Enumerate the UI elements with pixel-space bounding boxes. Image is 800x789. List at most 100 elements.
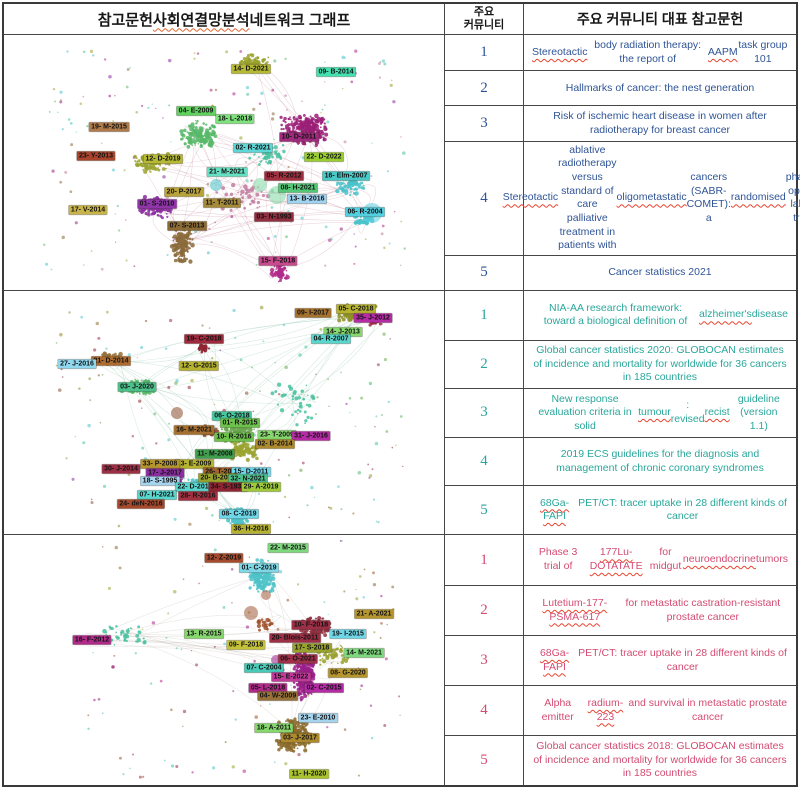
reference-title: 68Ga-FAPI PET/CT: tracer uptake in 28 di… bbox=[524, 485, 796, 534]
graph-node-label: 01- S-2010 bbox=[137, 199, 177, 209]
graph-node-label: 09- I-2017 bbox=[295, 308, 331, 318]
graph-node-label: 12- Z-2019 bbox=[204, 553, 244, 563]
graph-node-label: 20- B-2016 bbox=[198, 473, 238, 483]
graph-node-label: 02- R-2021 bbox=[233, 143, 273, 153]
reference-title: Global cancer statistics 2018: GLOBOCAN … bbox=[524, 735, 796, 785]
graph-node-label: 04- W-2009 bbox=[257, 691, 299, 701]
graph-node-label: 01- C-2019 bbox=[239, 563, 279, 573]
graph-node-label: 33- P-2008 bbox=[140, 459, 180, 469]
graph-node-label: 06- R-2004 bbox=[345, 207, 385, 217]
graph-node-label: 06- O-2021 bbox=[278, 654, 318, 664]
graph-node-label: 15- D-2011 bbox=[231, 467, 271, 477]
header-representative-references: 주요 커뮤니티 대표 참고문헌 bbox=[576, 11, 744, 27]
graph-node-label: 10- F-2018 bbox=[291, 620, 331, 630]
community-number: 2 bbox=[445, 585, 524, 635]
graph-node-label: 18- S-1995 bbox=[140, 476, 180, 486]
graph-node-label: 05- R-2012 bbox=[264, 171, 304, 181]
graph-node-label: 27- J-2016 bbox=[58, 359, 96, 369]
community-number: 4 bbox=[445, 140, 524, 255]
graph-node-label: 22- D-2022 bbox=[304, 152, 344, 162]
reference-title: Alpha emitter radium-223 and survival in… bbox=[524, 685, 796, 735]
graph-node-label: 36- H-2016 bbox=[231, 524, 271, 534]
reference-title: New response evaluation criteria in soli… bbox=[524, 388, 796, 437]
graph-node-label: 19- C-2018 bbox=[184, 334, 224, 344]
graph-node-label: 07- C-2004 bbox=[244, 663, 284, 673]
graph-node-label: 17- J-2017 bbox=[146, 468, 184, 478]
community-number: 2 bbox=[445, 70, 524, 106]
graph-node-label: 22- D-2018 bbox=[175, 482, 215, 492]
graph-node-label: 11- H-2020 bbox=[289, 769, 329, 779]
network-graph-1: 14- D-2021 09- B-2014 04- E-2009 18- L-2018… bbox=[4, 35, 445, 290]
graph-node-label: 14- D-2021 bbox=[231, 64, 271, 74]
community-number: 3 bbox=[445, 388, 524, 437]
graph-node-label: 21- A-2021 bbox=[354, 609, 394, 619]
reference-title: Cancer statistics 2021 bbox=[524, 254, 796, 290]
reference-title: Hallmarks of cancer: the nest generation bbox=[524, 70, 796, 105]
graph-node-label: 13- E-2009 bbox=[174, 459, 214, 469]
graph-node-label: 17- V-2014 bbox=[68, 205, 108, 215]
community-number: 1 bbox=[445, 535, 524, 585]
graph-node-label: 13- R-2015 bbox=[184, 629, 224, 639]
community-number: 4 bbox=[445, 685, 524, 735]
reference-title: 2019 ECS guidelines for the diagnosis an… bbox=[524, 436, 796, 486]
community-number: 5 bbox=[445, 485, 524, 534]
graph-node-label: 05- L-2018 bbox=[248, 683, 288, 693]
graph-node-label: 20- Blois-2011 bbox=[269, 633, 321, 643]
reference-title: Phase 3 trial of 177Lu-DOTATATE for midg… bbox=[538, 546, 788, 572]
graph-node-label: 03- J-2020 bbox=[118, 382, 156, 392]
reference-title: Lutetium-177-PSMA-617 for metastatic cas… bbox=[524, 585, 796, 635]
graph-node-label: 34- S-1932 bbox=[208, 482, 248, 492]
graph-node-label: 19- M-2015 bbox=[89, 122, 129, 132]
community-number: 3 bbox=[445, 635, 524, 685]
graph-node-label: 03- J-2017 bbox=[281, 733, 319, 743]
graph-node-label: 10- D-2011 bbox=[279, 132, 319, 142]
graph-node-label: 22- M-2015 bbox=[268, 543, 308, 553]
graph-node-label: 20- P-2017 bbox=[164, 187, 204, 197]
graph-node-label: 35- J-2012 bbox=[354, 313, 392, 323]
graph-node-label: 09- F-2018 bbox=[226, 640, 266, 650]
graph-node-label: 31- J-2016 bbox=[292, 431, 330, 441]
graph-node-label: 14- J-2013 bbox=[324, 327, 362, 337]
graph-node-label: 08- G-2020 bbox=[328, 668, 368, 678]
graph-node-label: 08- C-2019 bbox=[219, 509, 259, 519]
community-number: 3 bbox=[445, 105, 524, 141]
graph-node-label: 16- M-2021 bbox=[174, 425, 214, 435]
graph-node-label: 12- G-2015 bbox=[179, 361, 219, 371]
community-section-1: 14- D-2021 09- B-2014 04- E-2009 18- L-2018… bbox=[4, 35, 800, 291]
header-main-community-line2: 커뮤니티 bbox=[463, 19, 505, 31]
graph-node-label: 06- O-2018 bbox=[212, 411, 252, 421]
community-number: 5 bbox=[445, 735, 524, 785]
graph-node-label: 12- D-2019 bbox=[143, 154, 183, 164]
graph-node-label: 18- A-2011 bbox=[254, 723, 294, 733]
reference-title: Risk of ischemic heart disease in women … bbox=[524, 105, 796, 140]
reference-title: Global cancer statistics 2020: GLOBOCAN … bbox=[524, 339, 796, 389]
graph-node-label: 15- E-2022 bbox=[271, 672, 311, 682]
header-main-community-line1: 주요 bbox=[473, 6, 495, 19]
graph-node-label: 32- N-2021 bbox=[228, 474, 268, 484]
network-graph-2: 09- I-2017 05- C-2018 35- J-2012 14- J-2013… bbox=[4, 291, 445, 534]
graph-node-label: 16- F-2012 bbox=[72, 635, 112, 645]
graph-node-label: 01- R-2015 bbox=[220, 418, 260, 428]
graph-node-label: 14- M-2021 bbox=[344, 648, 384, 658]
graph-node-label: 23- T-2009 bbox=[258, 430, 296, 440]
graph-node-label: 08- H-2021 bbox=[278, 183, 318, 193]
graph-node-label: 02- B-2014 bbox=[255, 439, 295, 449]
graph-node-label: 30- J-2014 bbox=[102, 464, 140, 474]
reference-title: Stereotactic ablative radiotherapy versu… bbox=[503, 140, 800, 255]
header-main-community: 주요 커뮤니티 bbox=[445, 4, 524, 34]
community-number: 2 bbox=[445, 339, 524, 389]
graph-node-label: 11- M-2008 bbox=[195, 449, 235, 459]
graph-node-label: 21- M-2021 bbox=[207, 167, 247, 177]
community-number: 1 bbox=[445, 35, 524, 71]
graph-node-label: 11- T-2011 bbox=[203, 198, 241, 208]
graph-node-label: 26- T-2011 bbox=[203, 467, 241, 477]
graph-node-label: 04- E-2009 bbox=[176, 106, 216, 116]
graph-node-label: 16- Elm-2007 bbox=[322, 171, 370, 181]
graph-node-label: 24- deN-2016 bbox=[117, 499, 165, 509]
graph-node-label: 15- F-2018 bbox=[258, 256, 298, 266]
graph-node-label: 07- H-2021 bbox=[137, 490, 177, 500]
graph-node-label: 19- I-2015 bbox=[330, 629, 366, 639]
community-section-2: 09- I-2017 05- C-2018 35- J-2012 14- J-2013… bbox=[4, 291, 796, 535]
reference-title: NIA-AA research framework: toward a biol… bbox=[543, 301, 788, 328]
